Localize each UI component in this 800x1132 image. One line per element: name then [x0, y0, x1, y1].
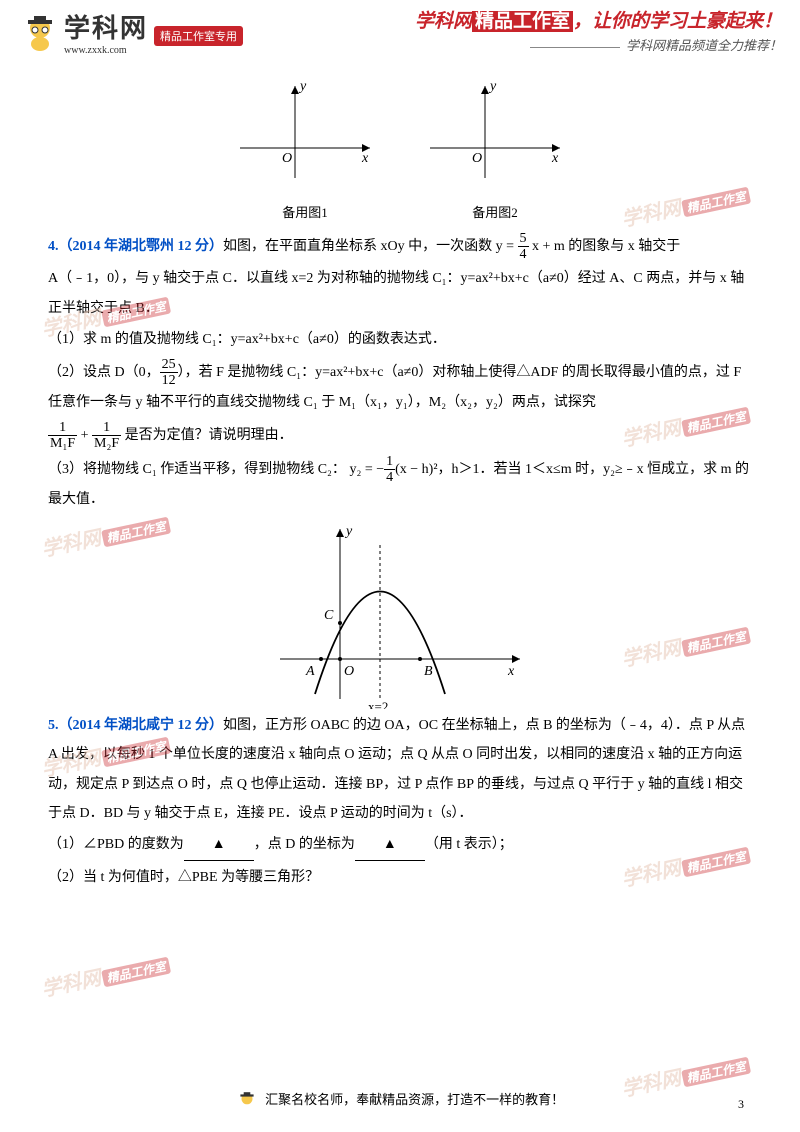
content: y x O 备用图1 y x O 备用图2 4.（2014 年湖北鄂州 12 分… [0, 72, 800, 892]
svg-text:y: y [488, 79, 497, 94]
svg-text:x=2: x=2 [368, 699, 388, 709]
page-number: 3 [738, 1097, 744, 1112]
backup-graph-1: y x O [230, 78, 380, 188]
svg-text:O: O [282, 151, 292, 166]
q5-lead: 5.（2014 年湖北咸宁 12 分） [48, 718, 223, 733]
svg-text:B: B [424, 664, 433, 679]
q4-p2: （2）设点 D（0，2512），若 F 是抛物线 C₁：y=ax²+bx+c（a… [48, 357, 752, 418]
logo: 学科网 www.zxxk.com 精品工作室专用 [20, 8, 243, 56]
svg-text:x: x [507, 664, 515, 679]
q4-line2: A（﹣1，0），与 y 轴交于点 C．以直线 x=2 为对称轴的抛物线 C₁：y… [48, 264, 752, 323]
mascot-icon [236, 1090, 258, 1112]
slogan-sub: 学科网精品频道全力推荐！ [626, 38, 782, 53]
q4-p3: （3）将抛物线 C₁ 作适当平移，得到抛物线 C₂： y₂ = −14(x − … [48, 454, 752, 515]
svg-text:C: C [324, 608, 334, 623]
svg-text:y: y [298, 79, 307, 94]
caption-1: 备用图1 [230, 199, 380, 226]
q5-p1: （1）∠PBD 的度数为▲，点 D 的坐标为▲（用 t 表示）； [48, 830, 752, 860]
slogan-a: 学科网 [415, 11, 472, 32]
q4-p1: （1）求 m 的值及抛物线 C₁：y=ax²+bx+c（a≠0）的函数表达式． [48, 325, 752, 354]
svg-text:A: A [305, 664, 315, 679]
svg-text:y: y [344, 524, 353, 539]
svg-text:x: x [361, 151, 369, 166]
q4-line1: 4.（2014 年湖北鄂州 12 分）如图，在平面直角坐标系 xOy 中，一次函… [48, 231, 752, 263]
badge: 精品工作室专用 [154, 26, 243, 46]
caption-2: 备用图2 [420, 199, 570, 226]
svg-text:O: O [344, 664, 354, 679]
footer: 汇聚名校名师，奉献精品资源，打造不一样的教育！ [0, 1089, 800, 1112]
slogan-box: 精品工作室 [472, 11, 573, 32]
watermark: 学科网精品工作室 [38, 947, 171, 1002]
backup-graph-2: y x O [420, 78, 570, 188]
svg-text:x: x [551, 151, 559, 166]
logo-url: www.zxxk.com [64, 45, 148, 56]
q4-figure: x y C A O B x=2 [48, 519, 752, 709]
slogan-b: ，让你的学习土豪起来！ [573, 11, 782, 32]
page-header: 学科网 www.zxxk.com 精品工作室专用 学科网精品工作室，让你的学习土… [0, 0, 800, 72]
slogan: 学科网精品工作室，让你的学习土豪起来！ 学科网精品频道全力推荐！ [415, 6, 782, 54]
logo-text: 学科网 [64, 8, 148, 45]
footer-text: 汇聚名校名师，奉献精品资源，打造不一样的教育！ [265, 1092, 564, 1107]
q5-p2: （2）当 t 为何值时，△PBE 为等腰三角形？ [48, 863, 752, 892]
svg-text:O: O [472, 151, 482, 166]
q5-line1: 5.（2014 年湖北咸宁 12 分）如图，正方形 OABC 的边 OA，OC … [48, 711, 752, 829]
q4-p2-frac: 1M₁F + 1M₂F 是否为定值？请说明理由． [48, 420, 752, 452]
mascot-icon [20, 12, 60, 52]
backup-graphs: y x O 备用图1 y x O 备用图2 [48, 78, 752, 227]
q4-lead: 4.（2014 年湖北鄂州 12 分） [48, 239, 223, 254]
